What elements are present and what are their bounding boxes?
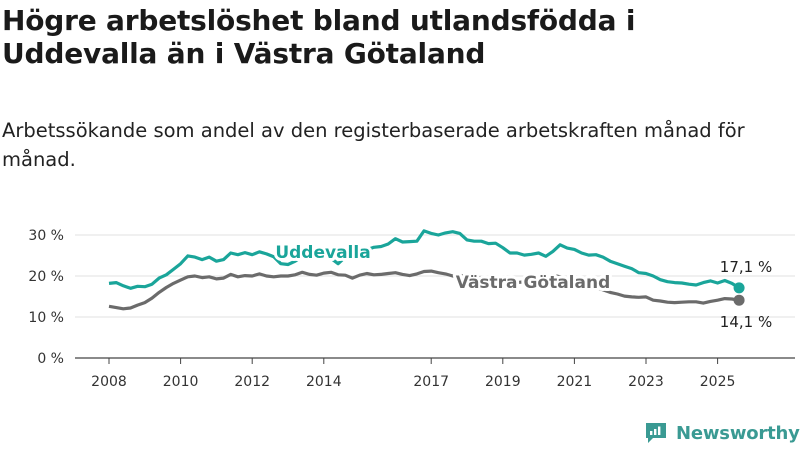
end-point-uddevalla <box>733 282 745 294</box>
y-tick-label: 0 % <box>37 351 64 367</box>
x-tick-label: 2014 <box>306 374 342 390</box>
y-axis: 0 % 10 % 20 % 30 % <box>28 228 64 367</box>
x-axis: 2008 2010 2012 2014 2017 2019 2021 2023 2025 <box>91 358 735 390</box>
brand-name: Newsworthy <box>676 422 800 444</box>
newsworthy-icon <box>646 423 666 443</box>
series-labels: Uddevalla Västra Götaland 17,1 % 14,1 % <box>272 240 772 331</box>
x-tick-label: 2019 <box>485 374 521 390</box>
end-value-label-vastra-gotaland: 14,1 % <box>720 313 772 331</box>
end-value-label-uddevalla: 17,1 % <box>720 258 772 276</box>
chart-title: Högre arbetslöshet bland utlandsfödda i … <box>2 4 636 70</box>
x-tick-label: 2008 <box>91 374 127 390</box>
x-tick-label: 2012 <box>234 374 270 390</box>
y-tick-label: 20 % <box>28 269 64 285</box>
series-line-uddevalla <box>108 229 740 290</box>
end-point-vastra-gotaland <box>733 294 745 306</box>
chart-subtitle: Arbetssökande som andel av den registerb… <box>2 119 745 171</box>
series-lines <box>108 229 745 311</box>
gridlines <box>75 234 795 359</box>
y-tick-label: 10 % <box>28 310 64 326</box>
x-tick-label: 2010 <box>163 374 199 390</box>
series-label-vastra-gotaland: Västra Götaland <box>456 273 611 293</box>
x-tick-label: 2025 <box>700 374 736 390</box>
y-tick-label: 30 % <box>28 228 64 244</box>
x-tick-label: 2017 <box>413 374 449 390</box>
series-label-uddevalla: Uddevalla <box>275 243 370 263</box>
series-line-vastra-gotaland <box>108 269 740 311</box>
newsworthy-logo: Newsworthy <box>644 420 800 446</box>
x-tick-label: 2021 <box>557 374 593 390</box>
x-tick-label: 2023 <box>628 374 664 390</box>
